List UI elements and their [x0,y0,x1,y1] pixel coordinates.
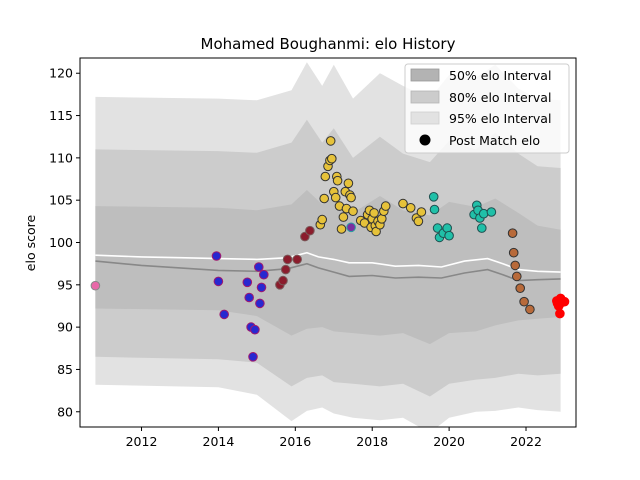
post-match-point [556,309,565,318]
y-tick-label: 110 [49,150,73,165]
post-match-point [318,215,327,224]
legend-label-post-match: Post Match elo [449,133,540,148]
post-match-point [328,154,337,163]
post-match-point [511,261,520,270]
y-tick-label: 80 [57,404,73,419]
post-match-point [337,225,346,234]
post-match-point [347,193,356,202]
legend-swatch-80 [411,91,439,103]
y-axis-label: elo score [23,215,38,272]
post-match-point [516,284,525,293]
legend-label-95: 95% elo Interval [449,111,551,126]
post-match-point [260,270,269,279]
y-tick-label: 90 [57,320,73,335]
legend-label-50: 50% elo Interval [449,68,551,83]
post-match-point [417,208,426,217]
post-match-point [513,272,522,281]
post-match-point [429,193,438,202]
post-match-point [347,223,356,232]
post-match-point [321,172,330,181]
post-match-point [326,137,335,146]
post-match-point [478,224,487,233]
post-match-point [560,297,569,306]
post-match-point [212,252,221,261]
x-tick-label: 2018 [356,434,388,449]
post-match-point [257,283,266,292]
post-match-point [320,194,329,203]
post-match-point [414,217,423,226]
x-tick-label: 2016 [279,434,311,449]
post-match-point [430,205,439,214]
x-tick-label: 2022 [510,434,542,449]
legend-label-80: 80% elo Interval [449,90,551,105]
post-match-point [306,226,315,235]
y-tick-label: 85 [57,362,73,377]
post-match-point [399,199,408,208]
chart-title: Mohamed Boughanmi: elo History [201,35,456,53]
y-tick-label: 95 [57,277,73,292]
post-match-point [249,353,258,362]
post-match-point [283,255,292,264]
post-match-point [339,213,348,222]
y-tick-label: 105 [49,193,73,208]
y-tick-label: 100 [49,235,73,250]
post-match-point [479,209,488,218]
post-match-point [251,325,260,334]
post-match-point [487,208,496,217]
post-match-point [91,281,100,290]
post-match-point [254,263,263,272]
post-match-point [508,229,517,238]
y-tick-label: 120 [49,66,73,81]
post-match-point [293,255,302,264]
x-tick-label: 2020 [433,434,465,449]
post-match-point [344,179,353,188]
legend-swatch-50 [411,69,439,81]
legend-marker-post-match [420,135,431,146]
post-match-point [406,204,415,213]
post-match-point [509,248,518,257]
legend-swatch-95 [411,112,439,124]
post-match-point [245,293,254,302]
y-tick-label: 115 [49,108,73,123]
x-tick-label: 2014 [203,434,235,449]
post-match-point [281,265,290,274]
post-match-point [256,299,265,308]
post-match-point [370,209,379,218]
post-match-point [243,278,252,287]
post-match-point [333,176,342,185]
post-match-point [445,231,454,240]
post-match-point [214,277,223,286]
post-match-point [520,297,529,306]
x-tick-label: 2012 [126,434,158,449]
post-match-point [381,202,390,211]
post-match-point [349,207,358,216]
post-match-point [279,276,288,285]
legend: 50% elo Interval 80% elo Interval 95% el… [405,64,569,153]
post-match-point [220,310,229,319]
post-match-point [526,305,535,314]
post-match-point [331,193,340,202]
